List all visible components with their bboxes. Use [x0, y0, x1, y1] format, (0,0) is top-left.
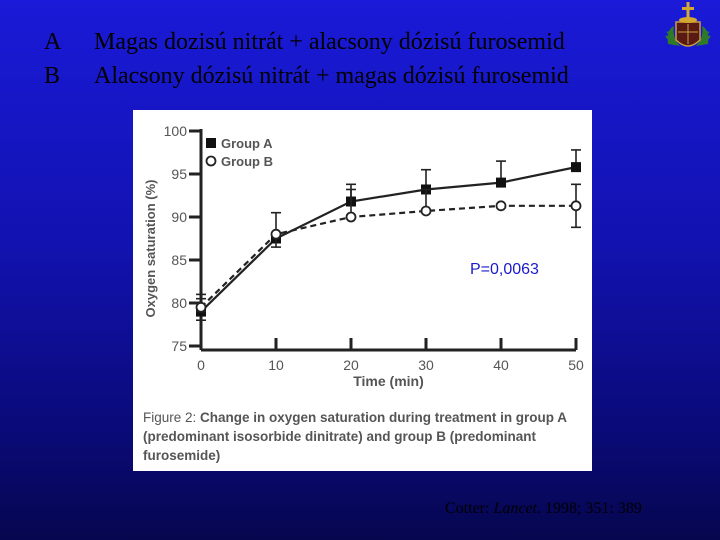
x-tick-label: 40	[493, 357, 509, 373]
x-tick-label: 10	[268, 357, 284, 373]
line-a-letter: A	[44, 29, 62, 55]
series-group-a-point	[496, 177, 506, 188]
coat-of-arms-icon	[665, 2, 711, 47]
y-tick-label: 90	[171, 209, 187, 225]
caption-prefix: Figure 2:	[143, 410, 201, 425]
citation: Cotter: Lancet. 1998; 351: 389	[445, 500, 642, 518]
y-tick-label: 80	[171, 295, 187, 311]
legend-marker-group-a	[206, 138, 216, 148]
line-b-text: Alacsony dózisú nitrát + magas dózisú fu…	[94, 63, 569, 89]
series-group-b-point	[420, 205, 432, 217]
series-group-b-point	[495, 200, 507, 212]
x-axis-label: Time (min)	[353, 373, 424, 389]
line-b-letter: B	[44, 63, 61, 89]
y-tick-label: 95	[171, 166, 187, 182]
series-group-b-point	[270, 228, 282, 240]
series-group-b-line	[200, 204, 576, 309]
series-group-b-point	[195, 301, 207, 313]
x-tick-label: 0	[197, 357, 205, 373]
y-tick-label: 100	[164, 123, 188, 139]
citation-journal: Lancet	[493, 500, 537, 517]
series-group-b-point	[570, 200, 582, 212]
y-tick-label: 85	[171, 252, 187, 268]
series-group-a-point	[571, 162, 581, 173]
slide-line-a: A Magas dozisú nitrát + alacsony dózisú f…	[44, 28, 565, 56]
legend-label-group-b: Group B	[221, 154, 273, 169]
line-a-text: Magas dozisú nitrát + alacsony dózisú fu…	[94, 29, 565, 55]
y-tick-label: 75	[171, 338, 187, 354]
citation-author: Cotter:	[445, 500, 494, 517]
x-tick-label: 20	[343, 357, 359, 373]
series-group-b-point	[345, 211, 357, 223]
y-axis-label: Oxygen saturation (%)	[143, 180, 158, 318]
p-value-label: P=0,0063	[470, 261, 539, 278]
caption-bold-text: Change in oxygen saturation during treat…	[143, 410, 567, 463]
citation-rest: . 1998; 351: 389	[536, 500, 642, 517]
legend-marker-group-b	[205, 155, 217, 167]
oxygen-saturation-chart: 75 80 85 90 95 100 0 10 20 30 40 50 Time (min) Oxygen…	[143, 123, 584, 389]
slide-line-b: B Alacsony dózisú nitrát + magas dózisú f…	[44, 62, 569, 90]
legend-label-group-a: Group A	[221, 136, 273, 151]
series-group-a-line	[200, 166, 577, 313]
x-tick-label: 50	[568, 357, 584, 373]
figure-caption: Figure 2: Change in oxygen saturation du…	[143, 408, 583, 465]
figure-panel: 75 80 85 90 95 100 0 10 20 30 40 50 Time (min) Oxygen…	[133, 110, 592, 471]
x-tick-label: 30	[418, 357, 434, 373]
